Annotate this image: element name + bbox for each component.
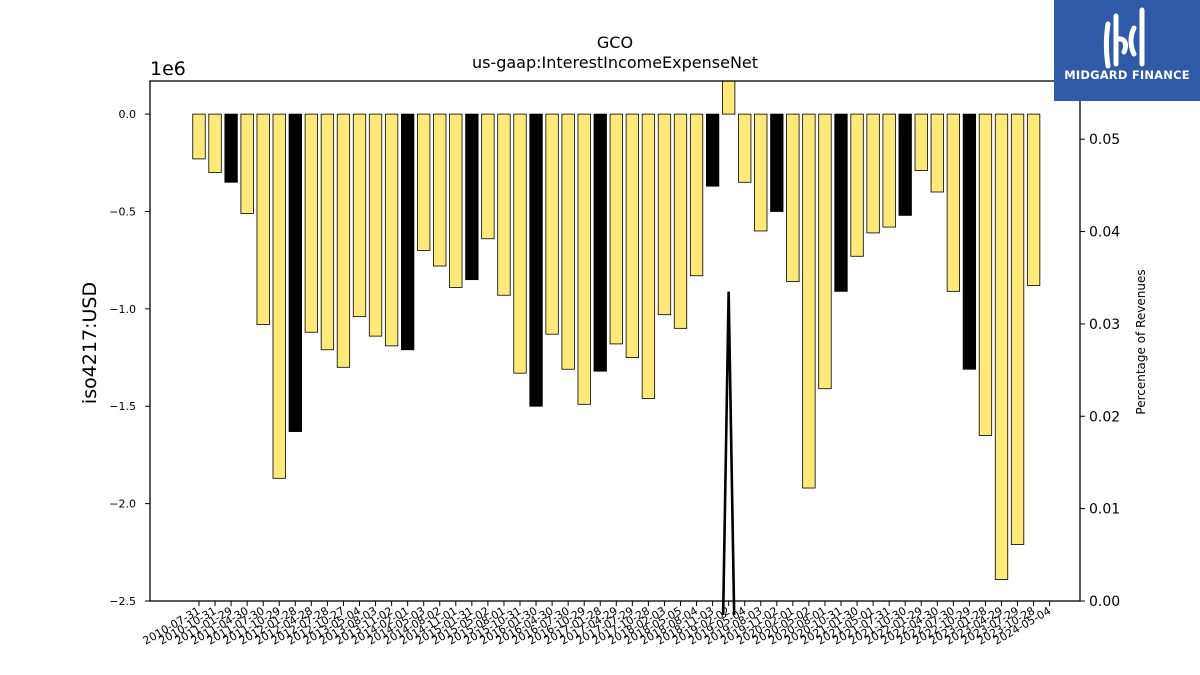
bar	[754, 113, 768, 232]
bar-group	[192, 80, 1041, 580]
bar	[417, 113, 431, 251]
logo-text: MIDGARD FINANCE	[1064, 68, 1190, 82]
bar	[882, 113, 896, 228]
y-tick-label: −1.5	[109, 400, 136, 413]
percent-line-group	[721, 291, 736, 616]
bar	[705, 113, 720, 187]
bar	[1026, 113, 1041, 286]
bar	[208, 113, 222, 173]
bar	[320, 113, 335, 351]
bar	[593, 113, 607, 372]
plot-frame	[149, 80, 1081, 602]
bar	[673, 113, 688, 329]
y-tick-label: −2.0	[109, 498, 136, 511]
bar	[1010, 113, 1025, 545]
bar	[224, 113, 238, 183]
bar	[481, 113, 495, 240]
bar	[400, 113, 415, 351]
bar	[561, 113, 575, 370]
midgard-logo-icon	[1104, 7, 1145, 69]
bar	[256, 113, 270, 325]
chart-title: GCO	[597, 33, 633, 52]
bar	[577, 113, 591, 405]
y2-tick-label: 0.02	[1089, 409, 1120, 425]
bar	[304, 113, 319, 333]
bar	[240, 113, 254, 214]
percent-line	[721, 291, 736, 616]
bar	[722, 80, 736, 115]
bar	[288, 113, 302, 432]
bar	[850, 113, 864, 257]
bar	[449, 113, 463, 288]
bar	[994, 113, 1009, 580]
bar	[497, 113, 511, 296]
bar	[513, 113, 527, 374]
y2-tick-label: 0.05	[1089, 132, 1120, 148]
bar	[802, 113, 816, 489]
bar	[962, 113, 977, 370]
y-offset-label: 1e6	[150, 58, 186, 80]
bar	[689, 113, 704, 277]
y-axis-label: iso4217:USD	[79, 282, 101, 404]
bar	[738, 113, 752, 183]
y-tick-label: 0.0	[119, 108, 137, 121]
bar	[641, 113, 656, 399]
bar	[818, 113, 832, 390]
bar	[834, 113, 848, 292]
bar	[978, 113, 993, 436]
y2-tick-label: 0.04	[1089, 225, 1120, 241]
bar	[657, 113, 672, 316]
bar	[609, 113, 623, 345]
bar	[192, 113, 206, 160]
bar	[866, 113, 880, 234]
bar	[625, 113, 639, 358]
bar	[529, 113, 543, 407]
bar	[786, 113, 800, 283]
y2-axis-label: Percentage of Revenues	[1134, 269, 1148, 414]
y-tick-label: −1.0	[109, 303, 136, 316]
bar	[545, 113, 559, 335]
bar	[914, 113, 928, 171]
y2-tick-label: 0.01	[1089, 502, 1120, 518]
bar	[433, 113, 447, 267]
bar	[384, 113, 399, 347]
bar	[946, 113, 960, 292]
chart-subtitle: us-gaap:InterestIncomeExpenseNet	[472, 53, 758, 72]
bar	[465, 113, 479, 281]
brand-logo: MIDGARD FINANCE	[1054, 0, 1200, 101]
y2-tick-label: 0.00	[1089, 594, 1120, 610]
y-tick-label: −0.5	[109, 205, 136, 218]
bar	[272, 113, 286, 479]
bar	[352, 113, 367, 318]
bar	[930, 113, 944, 193]
bar	[368, 113, 383, 337]
y2-tick-label: 0.03	[1089, 317, 1120, 333]
y-tick-label: −2.5	[109, 595, 136, 608]
bar	[770, 113, 784, 212]
bar	[336, 113, 351, 368]
bar	[898, 113, 912, 216]
